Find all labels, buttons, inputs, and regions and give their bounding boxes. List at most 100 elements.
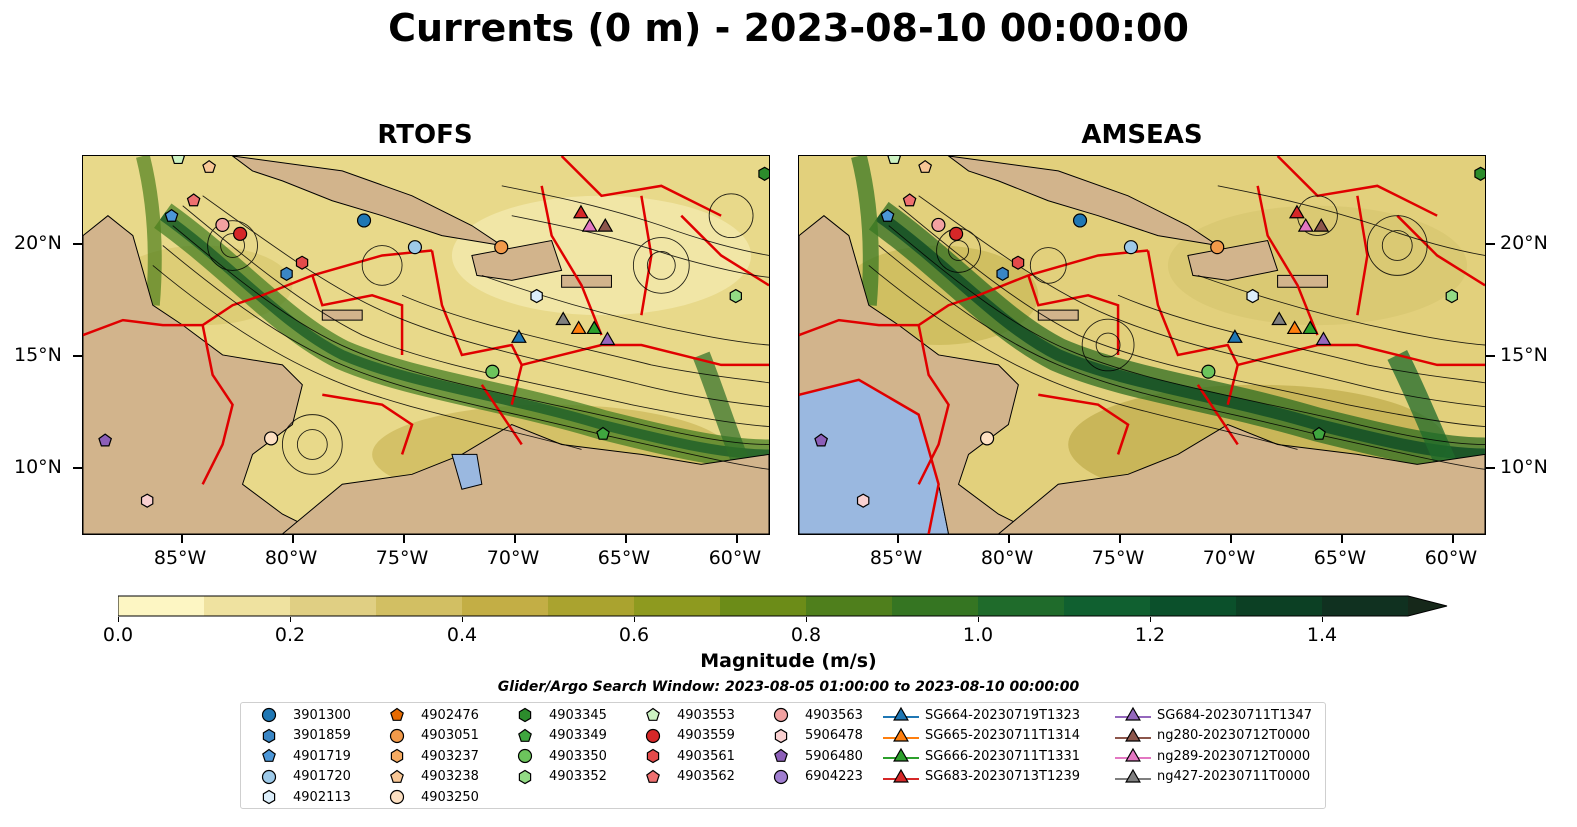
circle-marker-icon — [389, 728, 405, 743]
pentagon-marker-icon — [262, 748, 276, 763]
legend-label: ng280-20230712T0000 — [1157, 728, 1311, 744]
legend-item: 4901720 — [249, 767, 351, 787]
legend-item: 4903561 — [633, 746, 735, 766]
platform-marker — [407, 240, 423, 255]
legend-label: SG666-20230711T1331 — [925, 748, 1081, 764]
legend-label: 3901300 — [293, 707, 351, 723]
x-tick-mark — [402, 535, 405, 543]
legend-item: 4903562 — [633, 767, 735, 787]
platform-marker — [485, 364, 500, 379]
legend-label: 4903345 — [549, 707, 607, 723]
legend-marker — [1125, 706, 1141, 721]
x-tick-label: 75°W — [1091, 547, 1145, 569]
legend-marker — [518, 769, 532, 784]
legend-label: SG664-20230719T1323 — [925, 707, 1081, 723]
pentagon-marker-icon — [390, 769, 404, 783]
x-tick-label: 75°W — [375, 547, 429, 569]
pentagon-marker-icon — [390, 707, 404, 721]
platform-marker — [586, 320, 603, 335]
legend-item: 4903352 — [505, 767, 607, 787]
platform-marker — [1302, 320, 1319, 335]
platform-marker — [729, 288, 742, 304]
rtofs-map-canvas — [83, 156, 769, 534]
colorbar-segment — [806, 596, 893, 616]
legend-item: ng427-20230711T0000 — [1113, 767, 1310, 787]
triangle-marker-icon — [883, 727, 919, 742]
legend-label: 4903553 — [677, 707, 735, 723]
colorbar-bar — [117, 595, 1448, 617]
legend-item: SG664-20230719T1323 — [881, 705, 1080, 725]
legend-marker — [262, 748, 276, 763]
legend-marker — [893, 747, 909, 762]
colorbar-tick-label: 1.4 — [1306, 624, 1338, 646]
amseas-platform-markers — [814, 156, 1485, 508]
platform-marker — [1011, 255, 1025, 270]
legend-label: 4903562 — [677, 769, 735, 785]
x-tick-label: 60°W — [708, 547, 762, 569]
legend-label: SG684-20230711T1347 — [1157, 707, 1313, 723]
x-tick-mark — [291, 535, 294, 543]
colorbar-tick-label: 0.0 — [102, 624, 134, 646]
hispaniola-land — [471, 239, 563, 281]
legend-marker — [1125, 768, 1141, 783]
legend-label: 4901720 — [293, 769, 351, 785]
x-tick-label: 80°W — [264, 547, 318, 569]
hexagon-marker-icon — [518, 769, 532, 784]
jamaica-land — [1037, 309, 1079, 321]
legend-item: 4903553 — [633, 705, 735, 725]
x-tick-mark — [180, 535, 183, 543]
y-tick-label-right: 10°N — [1500, 455, 1548, 478]
legend-item: 3901859 — [249, 726, 351, 746]
amseas-map-canvas — [799, 156, 1485, 534]
circle-marker-icon — [261, 707, 277, 723]
legend-marker — [262, 728, 276, 743]
colorbar-segment — [548, 596, 635, 616]
colorbar-tick-mark — [117, 617, 119, 622]
legend-item: 4902476 — [377, 705, 479, 725]
platform-marker — [1313, 217, 1330, 232]
x-tick-label: 65°W — [597, 547, 651, 569]
y-tick-mark — [1486, 243, 1495, 246]
y-tick-mark — [1486, 355, 1495, 358]
platform-marker — [233, 226, 248, 241]
legend-item: 4903238 — [377, 767, 479, 787]
hexagon-marker-icon — [646, 748, 660, 764]
circle-marker-icon — [773, 769, 789, 784]
x-tick-label: 70°W — [486, 547, 540, 569]
triangle-marker-icon — [883, 706, 919, 721]
legend-label: 4903352 — [549, 769, 607, 785]
colorbar-segment — [1322, 596, 1409, 616]
legend-item: 3901300 — [249, 705, 351, 725]
legend-label: 4903561 — [677, 748, 735, 764]
platform-marker — [918, 159, 933, 173]
platform-marker — [856, 493, 870, 508]
legend-marker — [518, 728, 532, 742]
search-window-text: Glider/Argo Search Window: 2023-08-05 01… — [497, 679, 1080, 695]
colorbar-segment — [720, 596, 807, 616]
y-tick-label-left: 15°N — [14, 344, 62, 367]
colorbar-segment — [634, 596, 721, 616]
colorbar-tick-mark — [1321, 617, 1323, 622]
rtofs-platform-markers — [98, 156, 769, 508]
x-tick-mark — [1340, 535, 1343, 543]
platform-marker — [1210, 240, 1225, 255]
puerto-rico-land — [1277, 274, 1328, 288]
legend-item: 4903250 — [377, 787, 479, 807]
platform-marker — [1227, 329, 1243, 343]
platform-marker — [264, 431, 279, 446]
y-tick-label-left: 20°N — [14, 232, 62, 255]
legend-marker — [261, 769, 277, 784]
legend-label: SG665-20230711T1314 — [925, 728, 1081, 744]
platform-marker — [597, 217, 614, 232]
platform-marker — [1123, 240, 1139, 255]
legend-marker — [261, 707, 277, 723]
platform-marker — [1271, 311, 1288, 326]
colorbar-tick-label: 0.4 — [446, 624, 478, 646]
legend-item: ng289-20230712T0000 — [1113, 746, 1310, 766]
legend-label: 4902476 — [421, 707, 479, 723]
platform-marker — [1315, 331, 1332, 346]
x-tick-mark — [896, 535, 899, 543]
x-tick-label: 85°W — [869, 547, 923, 569]
x-tick-mark — [1451, 535, 1454, 543]
colorbar — [117, 595, 1448, 617]
